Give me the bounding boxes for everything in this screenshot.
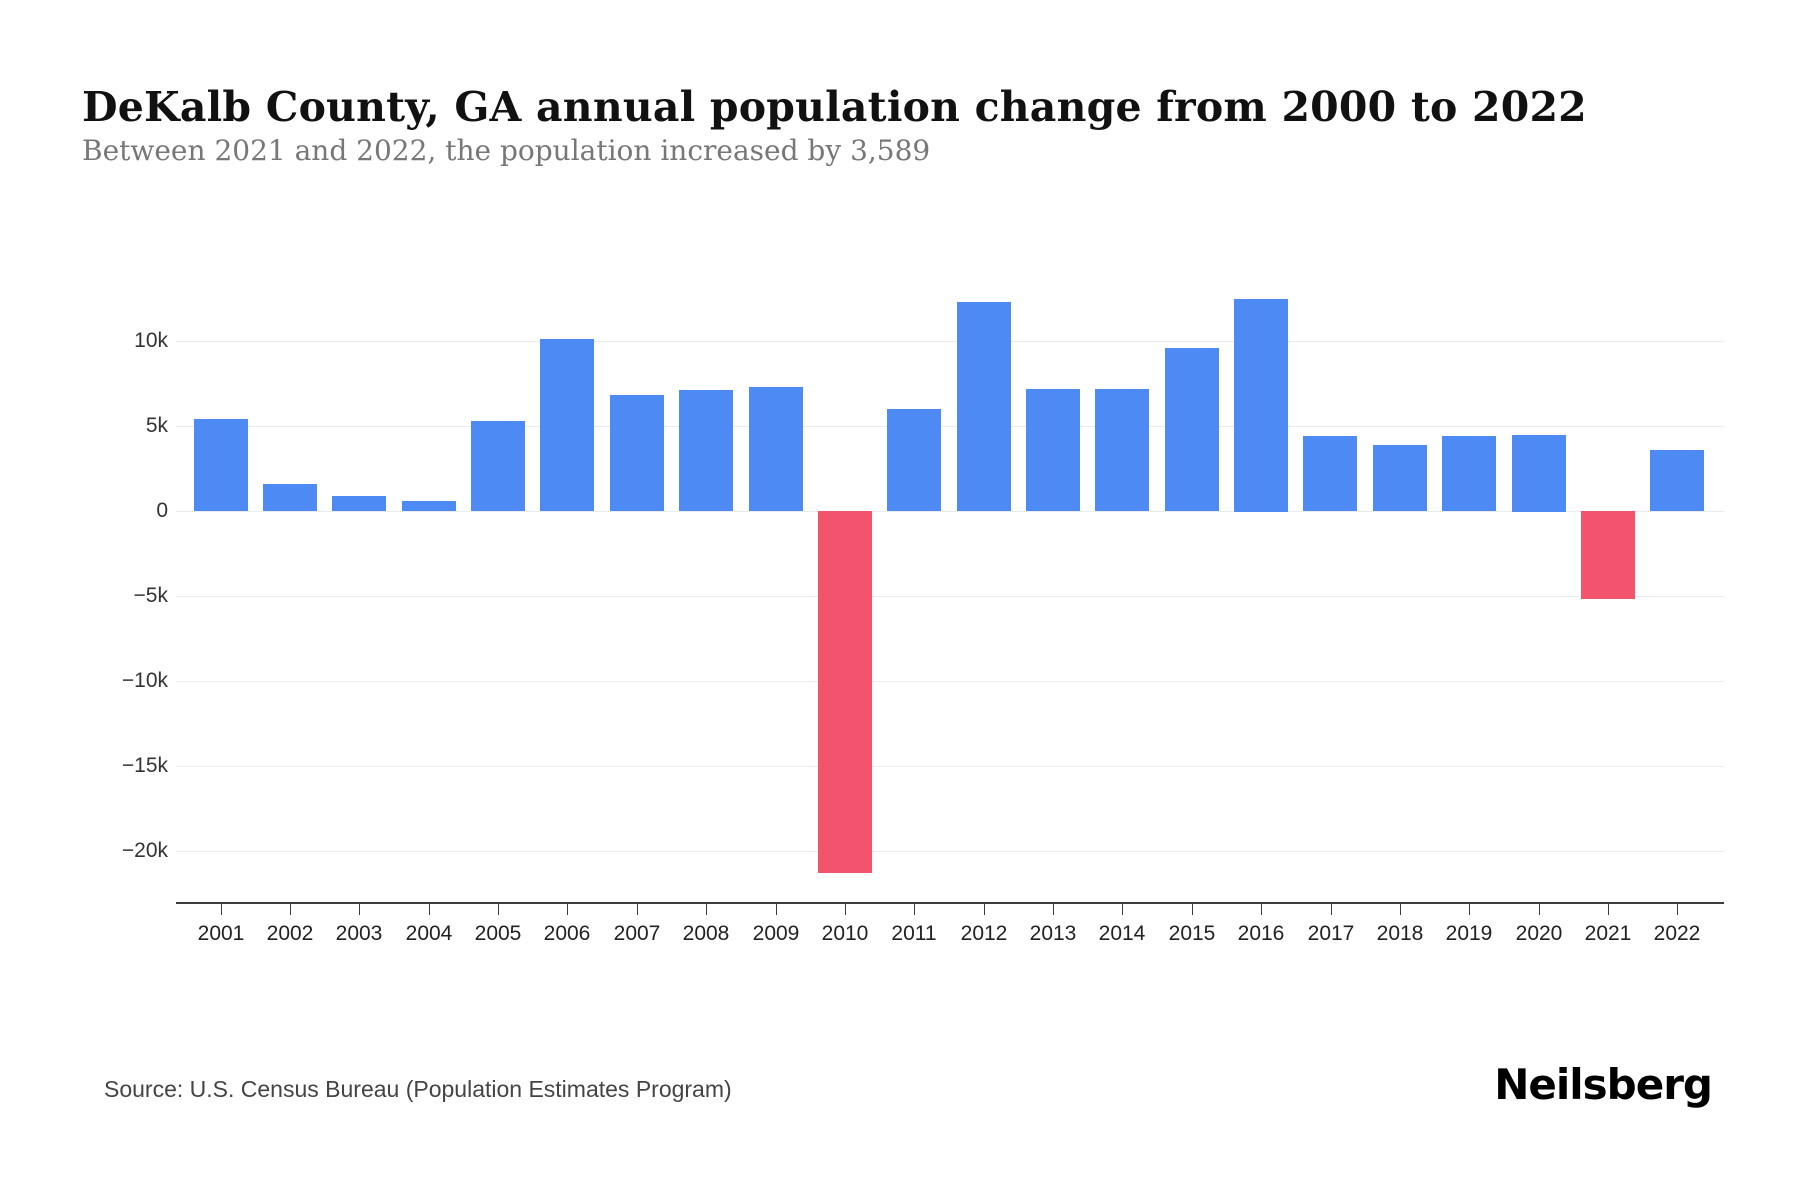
x-axis-label-2020: 2020 — [1515, 922, 1563, 945]
bar-2011[interactable] — [887, 409, 941, 511]
x-axis-label-2013: 2013 — [1029, 922, 1077, 945]
x-axis-label-2004: 2004 — [405, 922, 453, 945]
page-subtitle: Between 2021 and 2022, the population in… — [82, 134, 931, 167]
bar-2010[interactable] — [818, 511, 872, 873]
x-axis-tick — [637, 902, 638, 915]
bar-2001[interactable] — [194, 419, 248, 511]
x-axis-label-2001: 2001 — [197, 922, 245, 945]
x-axis-label-2010: 2010 — [821, 922, 869, 945]
x-axis-label-2019: 2019 — [1445, 922, 1493, 945]
x-axis-line — [176, 902, 1724, 904]
x-axis-tick — [290, 902, 291, 915]
x-axis-tick — [1122, 902, 1123, 915]
x-axis-tick — [1608, 902, 1609, 915]
page-title: DeKalb County, GA annual population chan… — [82, 83, 1587, 132]
x-axis-label-2015: 2015 — [1168, 922, 1216, 945]
x-axis-label-2018: 2018 — [1376, 922, 1424, 945]
y-axis-tick-label: 5k — [145, 414, 168, 437]
bar-2005[interactable] — [471, 421, 525, 511]
bar-2014[interactable] — [1095, 389, 1149, 511]
x-axis-tick — [429, 902, 430, 915]
x-axis-label-2014: 2014 — [1098, 922, 1146, 945]
bar-2006[interactable] — [540, 339, 594, 511]
bar-2012[interactable] — [957, 302, 1011, 511]
gridline-−10k — [176, 681, 1724, 682]
x-axis-tick — [359, 902, 360, 915]
y-axis-tick-label: 0 — [156, 499, 168, 522]
bar-2015[interactable] — [1165, 348, 1219, 511]
x-axis-label-2008: 2008 — [682, 922, 730, 945]
bar-2003[interactable] — [332, 496, 386, 511]
x-axis-tick — [706, 902, 707, 915]
y-axis-tick-label: −20k — [121, 839, 168, 862]
gridline-5k — [176, 426, 1724, 427]
bar-2020[interactable] — [1512, 435, 1566, 512]
x-axis-tick — [1261, 902, 1262, 915]
x-axis-label-2005: 2005 — [474, 922, 522, 945]
gridline-−15k — [176, 766, 1724, 767]
bar-2008[interactable] — [679, 390, 733, 511]
gridline-−20k — [176, 851, 1724, 852]
x-axis-tick — [498, 902, 499, 915]
x-axis-label-2009: 2009 — [752, 922, 800, 945]
x-axis-tick — [1192, 902, 1193, 915]
x-axis-label-2017: 2017 — [1307, 922, 1355, 945]
x-axis-tick — [845, 902, 846, 915]
x-axis-tick — [567, 902, 568, 915]
x-axis-label-2016: 2016 — [1237, 922, 1285, 945]
bar-2022[interactable] — [1650, 450, 1704, 511]
x-axis-tick — [221, 902, 222, 915]
x-axis-tick — [1400, 902, 1401, 915]
bar-2016[interactable] — [1234, 299, 1288, 512]
x-axis-label-2012: 2012 — [960, 922, 1008, 945]
gridline-10k — [176, 341, 1724, 342]
brand-logo[interactable]: Neilsberg — [1494, 1060, 1713, 1109]
x-axis-label-2002: 2002 — [266, 922, 314, 945]
bar-2009[interactable] — [749, 387, 803, 511]
x-axis-label-2021: 2021 — [1584, 922, 1632, 945]
x-axis-tick — [776, 902, 777, 915]
x-axis-tick — [1539, 902, 1540, 915]
x-axis-tick — [914, 902, 915, 915]
bar-2002[interactable] — [263, 484, 317, 511]
y-axis-tick-label: 10k — [134, 329, 168, 352]
x-axis-tick — [1053, 902, 1054, 915]
bar-2017[interactable] — [1303, 436, 1357, 511]
bar-2018[interactable] — [1373, 445, 1427, 511]
x-axis-label-2022: 2022 — [1653, 922, 1701, 945]
gridline-0 — [176, 511, 1724, 512]
bar-2013[interactable] — [1026, 389, 1080, 511]
x-axis-tick — [984, 902, 985, 915]
y-axis-tick-label: −15k — [121, 754, 168, 777]
bar-2019[interactable] — [1442, 436, 1496, 511]
gridline-−5k — [176, 596, 1724, 597]
x-axis-tick — [1469, 902, 1470, 915]
x-axis-tick — [1677, 902, 1678, 915]
x-axis-label-2007: 2007 — [613, 922, 661, 945]
y-axis-tick-label: −10k — [121, 669, 168, 692]
x-axis-tick — [1331, 902, 1332, 915]
x-axis-label-2003: 2003 — [335, 922, 383, 945]
bar-2021[interactable] — [1581, 511, 1635, 599]
y-axis-tick-label: −5k — [133, 584, 168, 607]
x-axis-label-2006: 2006 — [543, 922, 591, 945]
bar-2004[interactable] — [402, 501, 456, 511]
x-axis-label-2011: 2011 — [891, 922, 937, 945]
source-note: Source: U.S. Census Bureau (Population E… — [104, 1076, 732, 1102]
bar-2007[interactable] — [610, 395, 664, 511]
